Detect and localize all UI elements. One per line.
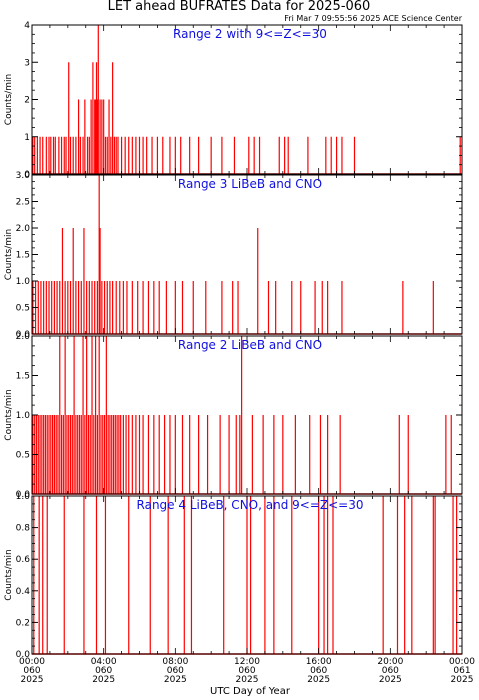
panel-1-ytick-label-1: 1: [24, 133, 30, 143]
panel-1-ytick-label-0: 0: [24, 170, 30, 180]
xtick-label-5-0: 20:00: [377, 657, 403, 667]
panel-1: 0 1 2 3 4 Counts/min Range 2 with 9<=Z<=30: [4, 21, 463, 180]
panel-2-ytick-label-4: 2.0: [16, 224, 31, 234]
panel-3-ytick-label-0: 0.0: [16, 490, 31, 500]
panel-4-ytick-label-0: 0.0: [16, 650, 31, 660]
panel-4-ytick-label-5: 1.0: [16, 492, 31, 502]
panel-1-ylabel: Counts/min: [4, 74, 14, 125]
x-axis: 00:00060202504:00060202508:00060202512:0…: [19, 657, 475, 685]
figure-title: LET ahead BUFRATES Data for 2025-060: [108, 0, 371, 14]
panel-4: 0.0 0.2 0.4 0.6 0.8 1.0 Counts/min Range 4 LiBe…: [4, 492, 463, 660]
panel-2-ytick-label-3: 1.5: [16, 251, 30, 261]
panel-2-ylabel: Counts/min: [4, 229, 14, 280]
timestamp-stamp: Fri Mar 7 09:55:56 2025 ACE Science Cent…: [284, 14, 462, 23]
xtick-label-4-0: 16:00: [306, 657, 332, 667]
xtick-label-3-0: 12:00: [234, 657, 260, 667]
panel-3: 0.0 0.5 1.0 1.5 2.0 Counts/min Range 2 LiBeB a…: [4, 332, 463, 500]
xtick-label-4-2: 2025: [307, 675, 330, 685]
panel-3-ytick-label-1: 0.5: [16, 451, 30, 461]
panel-4-ytick-label-4: 0.8: [16, 524, 31, 534]
panel-4-ylabel: Counts/min: [4, 549, 14, 600]
panel-3-ytick-label-2: 1.0: [16, 411, 31, 421]
panel-2-ytick-label-1: 0.5: [16, 304, 30, 314]
xtick-label-2-0: 08:00: [162, 657, 188, 667]
xtick-label-6-0: 00:00: [449, 657, 475, 667]
panel-1-ytick-label-3: 3: [24, 58, 30, 68]
panel-1-ytick-label-2: 2: [24, 96, 30, 106]
xtick-label-0-2: 2025: [21, 675, 44, 685]
xtick-label-3-1: 060: [238, 666, 255, 676]
panel-3-ylabel: Counts/min: [4, 389, 14, 440]
panel-2-ytick-label-0: 0.0: [16, 330, 31, 340]
xtick-label-1-0: 04:00: [91, 657, 117, 667]
xtick-label-2-1: 060: [167, 666, 184, 676]
xtick-label-0-1: 060: [23, 666, 40, 676]
panel-2: 0.0 0.5 1.0 1.5 2.0 2.5 3.0 Counts/min Range 3 L…: [4, 171, 463, 340]
xtick-label-6-2: 2025: [451, 675, 474, 685]
xtick-label-5-2: 2025: [379, 675, 402, 685]
x-axis-label: UTC Day of Year: [210, 686, 291, 697]
panel-4-ytick-label-2: 0.4: [16, 587, 31, 597]
xtick-label-3-2: 2025: [236, 675, 259, 685]
panel-1-ytick-label-4: 4: [24, 21, 30, 31]
panel-2-ytick-label-5: 2.5: [16, 198, 30, 208]
panel-2-title: Range 3 LiBeB and CNO: [178, 177, 322, 191]
xtick-label-0-0: 00:00: [19, 657, 45, 667]
xtick-label-2-2: 2025: [164, 675, 187, 685]
panel-4-title: Range 4 LiBeB, CNO, and 9<=Z<=30: [137, 498, 364, 512]
panel-3-ytick-label-3: 1.5: [16, 372, 30, 382]
xtick-label-5-1: 060: [382, 666, 399, 676]
panel-3-title: Range 2 LiBeB and CNO: [178, 338, 322, 352]
panel-3-ytick-label-4: 2.0: [16, 332, 31, 342]
xtick-label-4-1: 060: [310, 666, 327, 676]
xtick-label-1-1: 060: [95, 666, 112, 676]
panel-2-ytick-label-2: 1.0: [16, 277, 31, 287]
xtick-label-6-1: 061: [453, 666, 470, 676]
panel-4-ytick-label-1: 0.2: [16, 618, 30, 628]
xtick-label-1-2: 2025: [92, 675, 115, 685]
panel-4-ytick-label-3: 0.6: [16, 555, 31, 565]
panel-2-ytick-label-6: 3.0: [16, 171, 31, 181]
panel-1-title: Range 2 with 9<=Z<=30: [173, 27, 327, 41]
